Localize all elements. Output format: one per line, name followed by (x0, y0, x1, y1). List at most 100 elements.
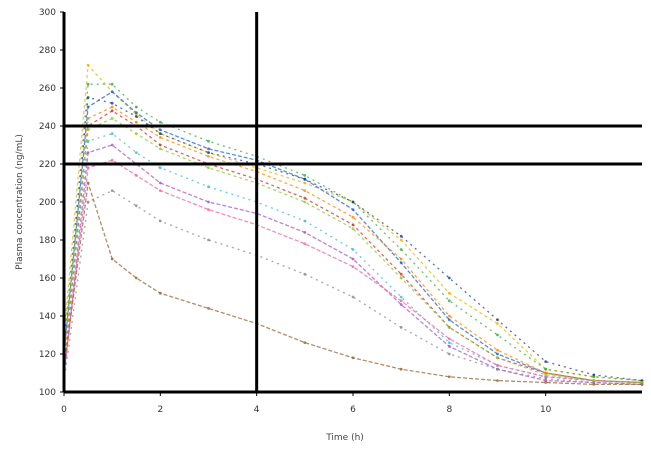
series-9-point (134, 174, 138, 177)
series-10-point (351, 227, 355, 231)
series-12-point (544, 381, 548, 384)
series-12-point (207, 307, 210, 310)
series-8-point (158, 132, 162, 136)
series-6-point (351, 257, 355, 261)
y-tick-label: 140 (39, 312, 56, 322)
series-2-point (303, 174, 307, 177)
series-7-point (158, 136, 162, 139)
reference-lines (64, 12, 642, 392)
series-2-point (110, 82, 114, 86)
series-8-point (207, 151, 210, 155)
series-9-point (158, 189, 162, 193)
series-7-point (110, 105, 114, 109)
series-2-point (86, 82, 90, 86)
series-2-point (158, 120, 162, 124)
series-5-point (351, 248, 355, 251)
series-9-point (447, 337, 451, 341)
y-tick-label: 120 (39, 350, 56, 360)
series-10-point (86, 128, 90, 132)
series-3-point (447, 318, 451, 322)
series-1-point (399, 238, 403, 242)
series-4-point (351, 223, 355, 227)
series-3-point (399, 261, 403, 265)
series-6-point (158, 181, 162, 185)
series-10-point (303, 200, 307, 204)
series-10-point (496, 356, 499, 360)
series-12-point (399, 367, 403, 371)
series-line-10 (63, 117, 643, 384)
series-10-point (158, 147, 162, 151)
series-8-point (110, 101, 114, 105)
series-10-point (399, 276, 403, 280)
y-tick-label: 260 (39, 84, 56, 94)
series-8-point (399, 234, 403, 238)
series-2-point (207, 139, 210, 143)
series-3-point (496, 352, 499, 356)
x-tick-label: 6 (350, 405, 356, 415)
series-8-point (544, 360, 548, 363)
series-3-point (134, 111, 138, 115)
series-12-point (158, 291, 162, 295)
series-1-point (303, 181, 307, 185)
series-3-point (158, 128, 162, 132)
series-6-point (303, 231, 307, 234)
series-9-point (496, 364, 499, 367)
series-5-point (447, 341, 451, 344)
series-3-point (207, 147, 210, 151)
series-4-point (110, 109, 114, 113)
series-8-point (592, 373, 596, 377)
series-2-point (496, 333, 499, 337)
series-12-point (134, 276, 138, 280)
series-7-point (496, 348, 499, 352)
series-8-point (447, 276, 451, 280)
series-11-point (134, 204, 138, 208)
series-line-9 (63, 159, 643, 384)
series-5-point (207, 185, 210, 189)
series-1-point (447, 291, 451, 295)
series-11-point (447, 352, 451, 356)
series-11-point (496, 367, 499, 371)
x-tick-label: 4 (254, 405, 260, 415)
series-1-point (86, 63, 90, 67)
y-tick-label: 220 (39, 160, 56, 170)
x-tick-label: 8 (446, 405, 452, 415)
y-axis-label: Plasma concentration (ng/mL) (15, 134, 25, 270)
series-2-point (134, 105, 138, 109)
series-5-point (399, 295, 403, 299)
series-11-point (303, 272, 307, 276)
series-10-point (134, 132, 138, 136)
series-5-point (134, 151, 138, 155)
series-line-7 (63, 106, 643, 384)
tick-labels: 100 120 140 160 180 200 220 240 260 280 300 0 2 4 6 8 10 (39, 8, 552, 415)
series-6-point (447, 345, 451, 348)
series-line-1 (63, 63, 643, 382)
y-tick-label: 100 (39, 388, 56, 398)
series-12-point (640, 383, 644, 386)
series-7-point (207, 155, 210, 158)
series-12-point (351, 356, 355, 360)
series-12-point (592, 383, 596, 386)
series-9-point (207, 208, 210, 212)
x-axis-label: Time (h) (325, 433, 364, 443)
series-11-point (399, 326, 403, 329)
series-11-point (158, 219, 162, 223)
series-5-point (158, 166, 162, 170)
y-tick-label: 160 (39, 274, 56, 284)
y-tick-label: 280 (39, 46, 56, 56)
series-8-point (134, 115, 138, 118)
y-tick-label: 240 (39, 122, 56, 132)
x-tick-label: 2 (157, 405, 163, 415)
series-11-point (207, 238, 210, 242)
y-tick-label: 180 (39, 236, 56, 246)
series-7-point (399, 257, 403, 261)
series-line-8 (63, 96, 643, 382)
series-5-point (110, 132, 114, 136)
series-4-point (303, 196, 307, 200)
series-8-point (86, 96, 90, 99)
series-8-point (303, 177, 307, 181)
series-10-point (544, 373, 548, 377)
y-tick-label: 300 (39, 8, 56, 18)
series-8-point (351, 200, 355, 204)
series-9-point (303, 242, 307, 246)
